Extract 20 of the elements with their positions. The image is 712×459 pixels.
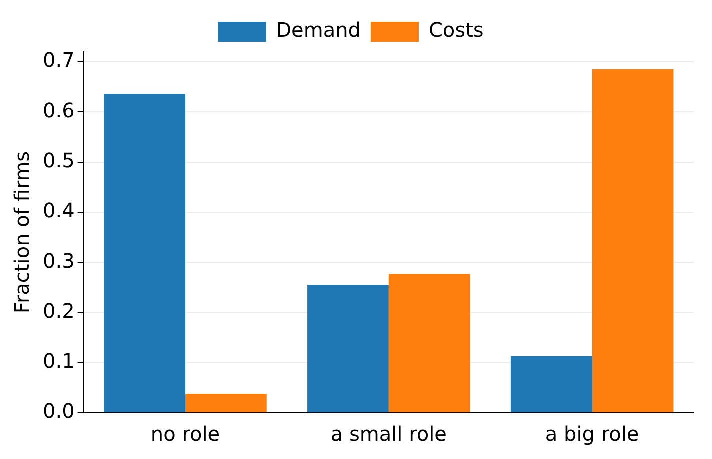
x-tick-label: a small role (330, 422, 447, 446)
y-tick-label: 0.3 (42, 248, 75, 273)
y-axis-title: Fraction of firms (10, 151, 34, 314)
bar (186, 394, 267, 412)
bar (308, 285, 389, 412)
y-tick-label: 0.7 (42, 48, 75, 72)
y-tick-label: 0.6 (42, 98, 75, 122)
y-tick-label: 0.1 (42, 349, 75, 374)
y-tick-label: 0.2 (42, 298, 75, 323)
bar (104, 94, 186, 412)
y-tick-label: 0.4 (42, 198, 75, 223)
bar (510, 356, 592, 412)
legend-label: Demand (276, 18, 361, 42)
legend-label: Costs (428, 18, 484, 42)
x-tick-label: no role (150, 422, 220, 446)
bar (388, 274, 470, 412)
bar (592, 70, 674, 412)
y-tick-label: 0.0 (42, 399, 75, 424)
x-tick-label: a big role (545, 422, 640, 446)
y-tick-label: 0.5 (42, 148, 75, 173)
